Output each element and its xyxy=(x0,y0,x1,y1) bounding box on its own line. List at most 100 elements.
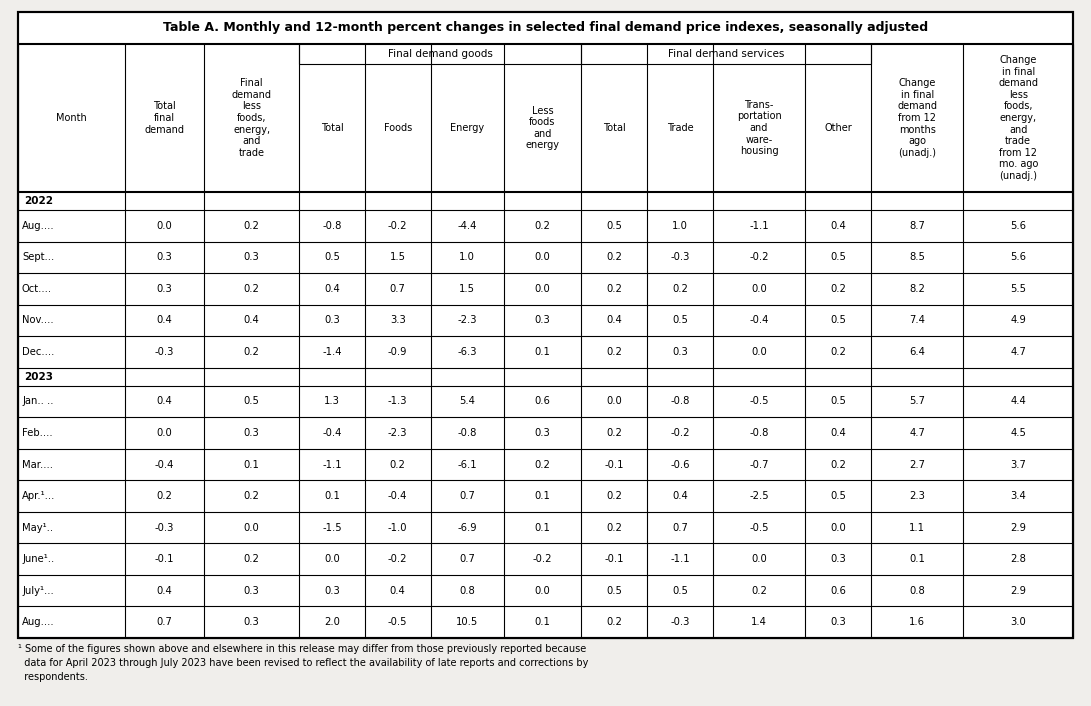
Text: -0.5: -0.5 xyxy=(388,617,407,627)
Text: data for April 2023 through July 2023 have been revised to reflect the availabil: data for April 2023 through July 2023 ha… xyxy=(17,658,588,668)
Text: 1.6: 1.6 xyxy=(909,617,925,627)
Text: 0.4: 0.4 xyxy=(157,316,172,325)
Text: 0.0: 0.0 xyxy=(324,554,339,564)
Text: 2023: 2023 xyxy=(24,371,53,382)
Text: 0.0: 0.0 xyxy=(752,554,767,564)
Text: 0.2: 0.2 xyxy=(243,347,260,357)
Text: Nov....: Nov.... xyxy=(22,316,53,325)
Text: -0.2: -0.2 xyxy=(670,428,690,438)
Text: Other: Other xyxy=(825,123,852,133)
Text: -0.8: -0.8 xyxy=(457,428,477,438)
Text: 0.3: 0.3 xyxy=(157,284,172,294)
Text: -0.3: -0.3 xyxy=(155,347,175,357)
Text: 0.4: 0.4 xyxy=(830,221,846,231)
Text: Change
in final
demand
from 12
months
ago
(unadj.): Change in final demand from 12 months ag… xyxy=(897,78,937,158)
Text: 0.3: 0.3 xyxy=(830,554,846,564)
Text: Final
demand
less
foods,
energy,
and
trade: Final demand less foods, energy, and tra… xyxy=(231,78,272,158)
Text: 2.3: 2.3 xyxy=(909,491,925,501)
Text: 4.7: 4.7 xyxy=(909,428,925,438)
Text: 0.2: 0.2 xyxy=(243,554,260,564)
Text: -0.3: -0.3 xyxy=(155,522,175,532)
Text: 0.3: 0.3 xyxy=(243,428,260,438)
Text: -1.1: -1.1 xyxy=(670,554,690,564)
Text: -0.5: -0.5 xyxy=(750,397,769,407)
Text: 8.7: 8.7 xyxy=(909,221,925,231)
Text: 1.0: 1.0 xyxy=(459,252,475,263)
Text: Total
final
demand: Total final demand xyxy=(145,102,184,135)
Text: 0.3: 0.3 xyxy=(535,316,550,325)
Text: 0.4: 0.4 xyxy=(389,586,406,596)
Text: 0.8: 0.8 xyxy=(459,586,475,596)
Text: -0.5: -0.5 xyxy=(750,522,769,532)
Text: -1.1: -1.1 xyxy=(750,221,769,231)
Text: 3.3: 3.3 xyxy=(389,316,406,325)
Text: 0.0: 0.0 xyxy=(830,522,846,532)
Text: 0.4: 0.4 xyxy=(157,397,172,407)
Text: -0.2: -0.2 xyxy=(750,252,769,263)
Text: 0.1: 0.1 xyxy=(535,491,550,501)
Text: 4.9: 4.9 xyxy=(1010,316,1027,325)
Text: 0.5: 0.5 xyxy=(830,316,847,325)
Text: 0.5: 0.5 xyxy=(607,221,622,231)
Text: Mar....: Mar.... xyxy=(22,460,53,469)
Text: -0.9: -0.9 xyxy=(388,347,407,357)
Text: -0.7: -0.7 xyxy=(750,460,769,469)
Text: 0.1: 0.1 xyxy=(909,554,925,564)
Text: 0.2: 0.2 xyxy=(607,347,622,357)
Text: 0.5: 0.5 xyxy=(672,316,688,325)
Text: 0.7: 0.7 xyxy=(157,617,172,627)
Text: 1.5: 1.5 xyxy=(459,284,475,294)
Text: Aug....: Aug.... xyxy=(22,221,55,231)
Text: 0.7: 0.7 xyxy=(389,284,406,294)
Text: 4.7: 4.7 xyxy=(1010,347,1027,357)
Bar xyxy=(17,12,1074,638)
Text: 1.4: 1.4 xyxy=(751,617,767,627)
Text: 0.1: 0.1 xyxy=(324,491,340,501)
Text: 0.0: 0.0 xyxy=(535,252,550,263)
Bar xyxy=(17,12,1074,638)
Text: 0.3: 0.3 xyxy=(535,428,550,438)
Text: respondents.: respondents. xyxy=(17,672,88,682)
Text: 0.4: 0.4 xyxy=(243,316,260,325)
Text: 0.3: 0.3 xyxy=(324,316,339,325)
Text: 2.9: 2.9 xyxy=(1010,522,1027,532)
Text: 0.1: 0.1 xyxy=(535,522,550,532)
Text: 0.2: 0.2 xyxy=(243,491,260,501)
Text: 8.2: 8.2 xyxy=(909,284,925,294)
Text: -0.8: -0.8 xyxy=(670,397,690,407)
Text: 0.4: 0.4 xyxy=(830,428,846,438)
Text: 5.7: 5.7 xyxy=(909,397,925,407)
Text: Trade: Trade xyxy=(667,123,693,133)
Text: 0.2: 0.2 xyxy=(607,284,622,294)
Text: 3.7: 3.7 xyxy=(1010,460,1027,469)
Text: -2.5: -2.5 xyxy=(750,491,769,501)
Text: 0.3: 0.3 xyxy=(324,586,339,596)
Text: 10.5: 10.5 xyxy=(456,617,478,627)
Text: 0.2: 0.2 xyxy=(607,252,622,263)
Text: Final demand services: Final demand services xyxy=(668,49,784,59)
Text: Change
in final
demand
less
foods,
energy,
and
trade
from 12
mo. ago
(unadj.): Change in final demand less foods, energ… xyxy=(998,55,1039,181)
Text: 0.1: 0.1 xyxy=(535,617,550,627)
Text: 0.6: 0.6 xyxy=(535,397,550,407)
Text: -1.3: -1.3 xyxy=(388,397,407,407)
Text: 0.2: 0.2 xyxy=(672,284,688,294)
Text: 0.3: 0.3 xyxy=(157,252,172,263)
Text: ¹ Some of the figures shown above and elsewhere in this release may differ from : ¹ Some of the figures shown above and el… xyxy=(17,644,586,654)
Text: 0.2: 0.2 xyxy=(607,491,622,501)
Text: 0.7: 0.7 xyxy=(459,491,475,501)
Text: Total: Total xyxy=(603,123,625,133)
Text: 0.0: 0.0 xyxy=(752,284,767,294)
Text: -0.1: -0.1 xyxy=(604,554,624,564)
Text: -0.1: -0.1 xyxy=(155,554,175,564)
Text: 0.0: 0.0 xyxy=(157,428,172,438)
Text: 1.5: 1.5 xyxy=(389,252,406,263)
Text: 2.0: 2.0 xyxy=(324,617,340,627)
Text: 7.4: 7.4 xyxy=(909,316,925,325)
Text: -1.0: -1.0 xyxy=(388,522,407,532)
Text: 0.3: 0.3 xyxy=(243,586,260,596)
Text: -1.1: -1.1 xyxy=(322,460,341,469)
Text: 0.2: 0.2 xyxy=(607,428,622,438)
Text: Oct....: Oct.... xyxy=(22,284,52,294)
Text: 0.2: 0.2 xyxy=(830,460,847,469)
Text: -0.8: -0.8 xyxy=(750,428,769,438)
